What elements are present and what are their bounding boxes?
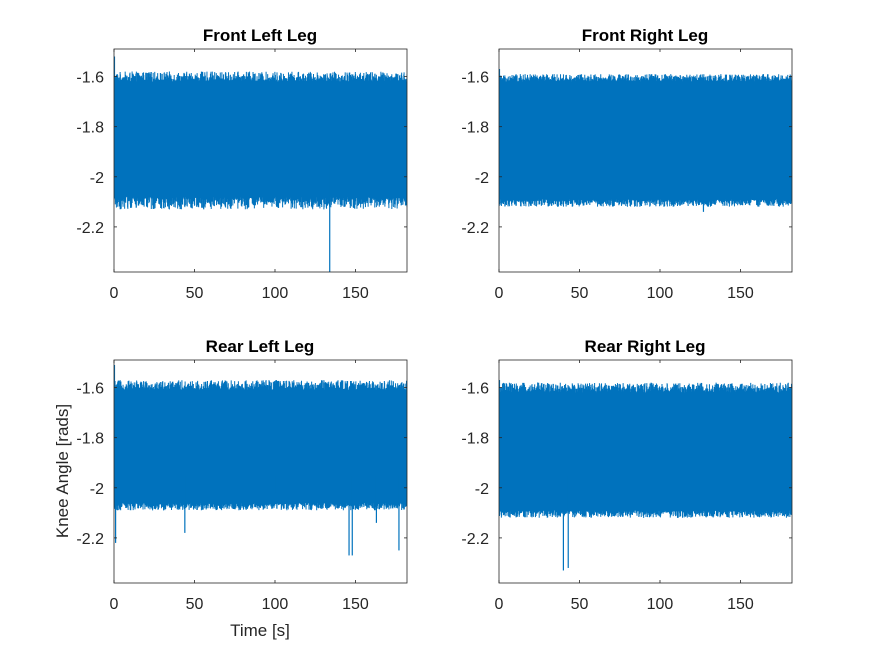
signal-series <box>114 56 407 272</box>
y-tick-label: -2 <box>475 481 489 498</box>
y-axis-label: Knee Angle [rads] <box>53 404 72 538</box>
x-tick-label: 0 <box>495 285 504 302</box>
y-tick-label: -1.6 <box>461 381 489 398</box>
panel-rear-right: Rear Right Leg 0 50 100 150 -1.6 -1.8 -2 -2.2 <box>461 337 793 613</box>
x-tick-label: 0 <box>495 596 504 613</box>
axes-box <box>113 359 408 584</box>
panel-title: Front Right Leg <box>582 26 709 45</box>
y-tick-label: -1.8 <box>461 120 489 137</box>
signal-line <box>114 71 407 210</box>
signal-series <box>499 380 792 571</box>
y-tick-label: -1.6 <box>76 70 104 87</box>
x-tick-label: 100 <box>647 596 674 613</box>
x-tick-label: 50 <box>571 596 589 613</box>
plot-area: 0 50 100 150 -1.6 -1.8 -2 -2.2 <box>461 359 793 613</box>
panel-front-left: Front Left Leg 0 50 100 150 -1.6 -1.8 -2 -2.2 <box>76 26 408 302</box>
x-tick-label: 100 <box>262 285 289 302</box>
y-tick-label: -2.2 <box>461 220 489 237</box>
panel-rear-left: Rear Left Leg 0 50 100 150 -1.6 -1.8 -2 -2.2 Ti… <box>53 337 408 640</box>
x-tick-label: 150 <box>342 285 369 302</box>
signal-line <box>114 380 407 511</box>
y-tick-label: -1.6 <box>461 70 489 87</box>
y-tick-label: -2.2 <box>76 220 104 237</box>
panel-title: Front Left Leg <box>203 26 317 45</box>
y-tick-label: -2.2 <box>461 531 489 548</box>
y-tick-label: -2 <box>90 481 104 498</box>
y-tick-label: -1.8 <box>461 431 489 448</box>
panel-title: Rear Left Leg <box>206 337 315 356</box>
y-tick-label: -2.2 <box>76 531 104 548</box>
signal-series <box>499 69 792 212</box>
signal-line <box>499 382 792 518</box>
x-tick-label: 50 <box>186 285 204 302</box>
x-tick-label: 100 <box>647 285 674 302</box>
axes-box <box>498 359 793 584</box>
panel-front-right: Front Right Leg 0 50 100 150 -1.6 -1.8 -2 -2.2 <box>461 26 793 302</box>
x-tick-label: 0 <box>110 596 119 613</box>
y-tick-label: -2 <box>90 170 104 187</box>
x-tick-label: 150 <box>342 596 369 613</box>
x-tick-label: 50 <box>186 596 204 613</box>
axes-box <box>113 48 408 273</box>
x-axis-label: Time [s] <box>230 621 290 640</box>
signal-series <box>114 365 407 556</box>
y-tick-label: -1.8 <box>76 120 104 137</box>
x-tick-label: 150 <box>727 285 754 302</box>
x-tick-label: 50 <box>571 285 589 302</box>
x-tick-label: 150 <box>727 596 754 613</box>
plot-area: 0 50 100 150 -1.6 -1.8 -2 -2.2 <box>76 48 408 302</box>
y-tick-label: -1.8 <box>76 431 104 448</box>
y-tick-label: -1.6 <box>76 381 104 398</box>
axes-box <box>498 48 793 273</box>
y-tick-label: -2 <box>475 170 489 187</box>
x-tick-label: 100 <box>262 596 289 613</box>
x-tick-label: 0 <box>110 285 119 302</box>
plot-area: 0 50 100 150 -1.6 -1.8 -2 -2.2 <box>461 48 793 302</box>
panel-title: Rear Right Leg <box>585 337 706 356</box>
signal-line <box>499 74 792 207</box>
plot-area: 0 50 100 150 -1.6 -1.8 -2 -2.2 <box>76 359 408 613</box>
